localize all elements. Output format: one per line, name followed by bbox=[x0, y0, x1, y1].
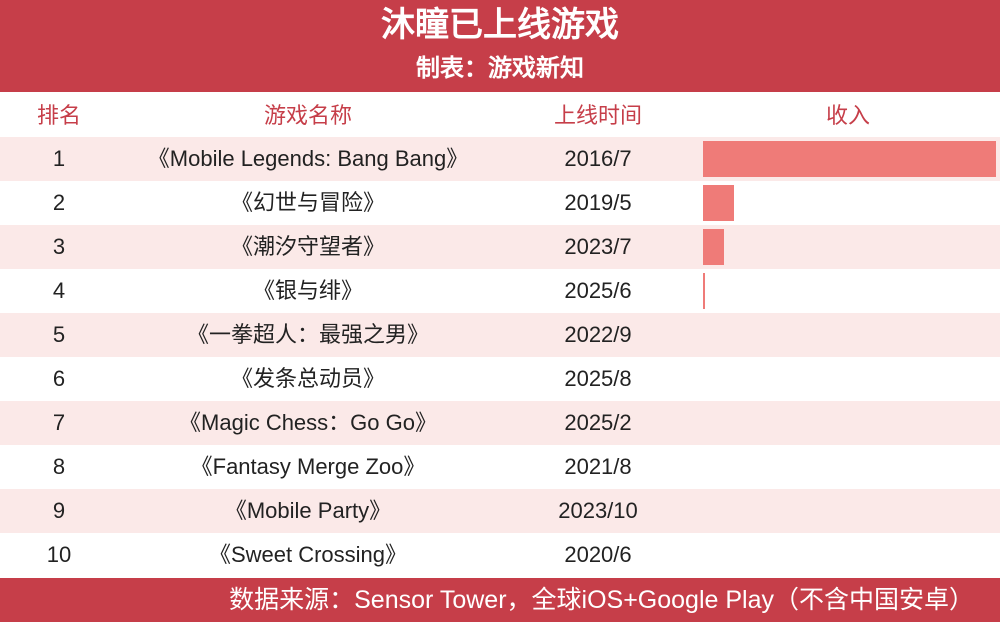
game-name-cell: 《银与绯》 bbox=[252, 278, 363, 303]
rank-cell: 9 bbox=[52, 498, 66, 523]
table-row: 5 《一拳超人：最强之男》 2022/9 bbox=[0, 313, 1000, 357]
rank-cell: 7 bbox=[52, 410, 66, 435]
chart-subtitle: 制表：游戏新知 bbox=[416, 55, 584, 82]
table-row: 3 《潮汐守望者》 2023/7 bbox=[0, 225, 1000, 269]
column-header-revenue: 收入 bbox=[825, 103, 870, 128]
launch-date-cell: 2023/7 bbox=[564, 234, 632, 259]
table-row: 4 《银与绯》 2025/6 bbox=[0, 269, 1000, 313]
launch-date-cell: 2025/8 bbox=[564, 366, 632, 391]
rank-cell: 5 bbox=[52, 322, 66, 347]
game-name-cell: 《发条总动员》 bbox=[230, 366, 385, 391]
revenue-bar bbox=[703, 273, 705, 309]
revenue-bar bbox=[703, 185, 734, 221]
game-name-cell: 《潮汐守望者》 bbox=[230, 234, 385, 259]
header-banner: 沐瞳已上线游戏 制表：游戏新知 bbox=[0, 0, 1000, 92]
game-name-cell: 《Mobile Party》 bbox=[224, 498, 392, 523]
launch-date-cell: 2025/2 bbox=[564, 410, 632, 435]
game-name-cell: 《Mobile Legends: Bang Bang》 bbox=[147, 146, 469, 171]
rank-cell: 6 bbox=[52, 366, 66, 391]
rank-cell: 4 bbox=[52, 278, 66, 303]
table-row: 10 《Sweet Crossing》 2020/6 bbox=[0, 533, 1000, 577]
launch-date-cell: 2025/6 bbox=[564, 278, 632, 303]
table-row: 8 《Fantasy Merge Zoo》 2021/8 bbox=[0, 445, 1000, 489]
chart-title: 沐瞳已上线游戏 bbox=[381, 6, 619, 44]
column-header-date: 上线时间 bbox=[553, 103, 642, 128]
game-name-cell: 《一拳超人：最强之男》 bbox=[186, 322, 429, 347]
column-header-name: 游戏名称 bbox=[263, 103, 352, 128]
table-row: 9 《Mobile Party》 2023/10 bbox=[0, 489, 1000, 533]
launch-date-cell: 2019/5 bbox=[564, 190, 632, 215]
data-source-note: 数据来源：Sensor Tower，全球iOS+Google Play（不含中国… bbox=[0, 578, 1000, 622]
rank-cell: 8 bbox=[52, 454, 66, 479]
rank-cell: 3 bbox=[52, 234, 66, 259]
table-row: 7 《Magic Chess：Go Go》 2025/2 bbox=[0, 401, 1000, 445]
game-name-cell: 《幻世与冒险》 bbox=[230, 190, 385, 215]
game-name-cell: 《Magic Chess：Go Go》 bbox=[179, 410, 437, 435]
launch-date-cell: 2016/7 bbox=[564, 146, 632, 171]
launch-date-cell: 2023/10 bbox=[558, 498, 638, 523]
column-header-rank: 排名 bbox=[36, 103, 81, 128]
table-row: 1 《Mobile Legends: Bang Bang》 2016/7 bbox=[0, 137, 1000, 181]
rank-cell: 10 bbox=[46, 542, 72, 567]
game-name-cell: 《Fantasy Merge Zoo》 bbox=[190, 454, 426, 479]
table-row: 6 《发条总动员》 2025/8 bbox=[0, 357, 1000, 401]
launch-date-cell: 2022/9 bbox=[564, 322, 632, 347]
launch-date-cell: 2021/8 bbox=[564, 454, 632, 479]
game-name-cell: 《Sweet Crossing》 bbox=[208, 542, 408, 567]
rank-cell: 1 bbox=[52, 146, 66, 171]
revenue-bar bbox=[703, 229, 724, 265]
revenue-bar bbox=[703, 141, 996, 177]
launch-date-cell: 2020/6 bbox=[564, 542, 632, 567]
table-row: 2 《幻世与冒险》 2019/5 bbox=[0, 181, 1000, 225]
rank-cell: 2 bbox=[52, 190, 66, 215]
